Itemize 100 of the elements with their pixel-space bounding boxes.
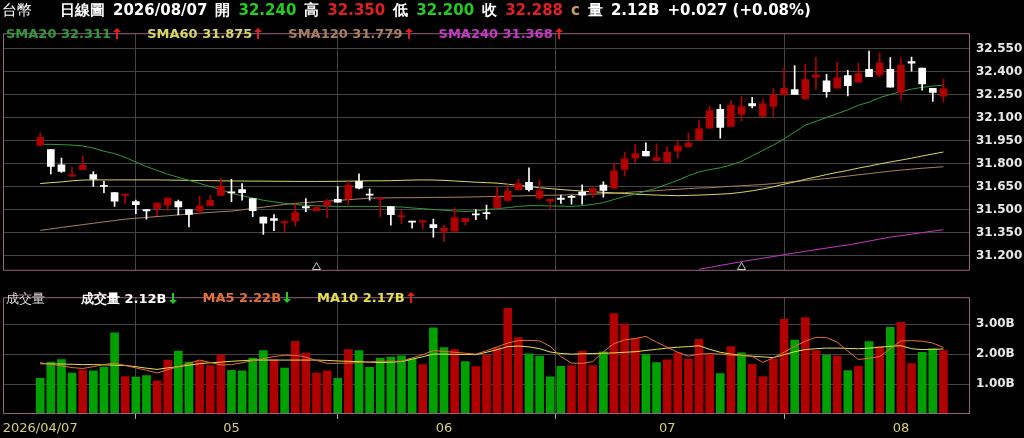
bar (885, 327, 895, 414)
chart-title: 台幣 (2, 0, 32, 20)
candlestick (408, 220, 416, 229)
y-tick-label: 2.00B (976, 346, 1015, 361)
text: 32.240 (238, 1, 297, 19)
bar (418, 364, 428, 414)
text: 2026/08/07 (113, 1, 208, 19)
text: 成交量 2.12B (81, 290, 168, 308)
bar (599, 351, 608, 414)
text: 低 (393, 0, 409, 20)
bar (471, 366, 481, 414)
y-tick-label: 32.400 (976, 63, 1023, 78)
candlestick (302, 198, 310, 212)
bar (673, 352, 683, 414)
bar (769, 358, 778, 414)
bar (344, 349, 353, 414)
bar (907, 363, 916, 414)
bar (195, 360, 204, 414)
bar (588, 365, 598, 414)
x-tick-label: 2026/04/07 (2, 420, 78, 436)
bar (514, 337, 523, 414)
bar (652, 362, 661, 414)
bar (843, 370, 853, 414)
candlestick (121, 193, 130, 204)
bar (535, 355, 544, 414)
bar (705, 354, 714, 414)
candlestick (333, 186, 342, 203)
text: 開 (215, 0, 231, 20)
bar (875, 346, 885, 414)
bar (503, 307, 513, 414)
chart-title: 成交量 (6, 290, 45, 308)
bar (758, 376, 768, 414)
text: 2.12B (610, 1, 660, 19)
y-tick-label: 32.250 (976, 86, 1023, 101)
text: 量 (587, 0, 603, 20)
bar (290, 340, 300, 414)
bar (450, 349, 459, 414)
bar (163, 359, 173, 414)
y-tick-label: 31.350 (976, 224, 1023, 239)
bar (397, 355, 406, 414)
bar (822, 354, 831, 414)
bar (152, 380, 162, 414)
bar (545, 376, 555, 414)
candlestick (631, 144, 640, 164)
candlestick (68, 166, 76, 178)
y-tick-label: 31.800 (976, 155, 1023, 170)
bar (88, 370, 98, 414)
bar (684, 358, 693, 414)
text: MA10 2.17B (317, 290, 406, 307)
bar (662, 359, 672, 414)
candlestick (472, 209, 480, 221)
bar (280, 367, 289, 414)
bar (78, 369, 88, 414)
bar (715, 373, 725, 414)
bar (142, 375, 151, 414)
bar (429, 327, 438, 414)
bar (556, 366, 566, 414)
y-tick-label: 31.500 (976, 201, 1023, 216)
candlestick (557, 194, 565, 204)
x-tick-label: 07 (658, 420, 676, 436)
bar (120, 376, 130, 414)
x-tick-label: 08 (892, 420, 910, 436)
bar (375, 357, 385, 414)
y-tick-label: 32.100 (976, 109, 1023, 124)
bar (800, 317, 810, 414)
bar (460, 361, 470, 414)
bar (365, 366, 374, 414)
y-tick-label: 31.650 (976, 178, 1023, 193)
bar (57, 359, 66, 414)
x-tick-label: 05 (223, 420, 240, 436)
text: +0.027 (+0.08%) (667, 1, 811, 19)
bar (99, 366, 109, 414)
bar (747, 363, 757, 414)
bar (737, 352, 746, 414)
bar (312, 372, 321, 414)
bar (567, 365, 576, 414)
bar (790, 339, 799, 414)
bar (832, 355, 842, 414)
text: 高 (304, 0, 320, 20)
candlestick (270, 214, 278, 231)
x-tick-label: 06 (435, 420, 453, 436)
candlestick (100, 181, 108, 193)
bar (205, 365, 215, 414)
text: 32.200 (416, 1, 475, 19)
text: 收 (482, 0, 498, 20)
candlestick (323, 199, 331, 218)
bar (482, 354, 491, 414)
bar (248, 357, 258, 414)
bar (259, 350, 268, 414)
text: 日線圖 (60, 0, 105, 20)
bar (110, 332, 119, 414)
candlestick (440, 224, 448, 243)
text: c (571, 1, 580, 19)
bar (939, 350, 948, 414)
y-tick-label: 31.200 (976, 247, 1023, 262)
bar (333, 378, 343, 414)
y-tick-label: 1.00B (976, 376, 1015, 391)
candlestick (376, 197, 385, 218)
bar (630, 338, 640, 414)
bar (854, 366, 863, 414)
